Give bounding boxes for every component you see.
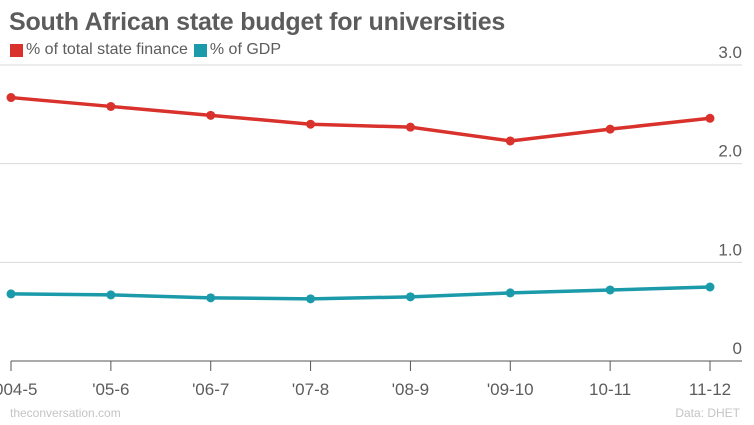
data-source: Data: DHET (675, 406, 740, 420)
source-credit: theconversation.com (10, 406, 121, 420)
data-point-gdp (6, 289, 16, 299)
series-line-total-state-finance (9, 95, 712, 143)
data-point-gdp (206, 293, 216, 303)
data-point-total-state-finance (306, 119, 316, 129)
x-tick-label: '08-9 (392, 380, 429, 399)
legend-item-gdp: % of GDP (193, 41, 282, 59)
data-point-total-state-finance (405, 122, 415, 132)
data-point-gdp (605, 285, 615, 295)
legend-item-total-state-finance: % of total state finance (10, 41, 188, 59)
legend-label-gdp: % of GDP (209, 41, 282, 58)
x-tick-label: 11-12 (689, 380, 731, 399)
data-point-total-state-finance (206, 110, 216, 120)
data-point-gdp (106, 290, 116, 300)
x-tick-label: 10-11 (589, 380, 631, 399)
chart-title: South African state budget for universit… (9, 8, 506, 36)
y-tick-label: 0 (733, 339, 742, 358)
y-tick-label: 3.0 (718, 43, 742, 62)
x-tick-label: 2004-5 (0, 380, 37, 399)
x-tick-label: '09-10 (487, 380, 534, 399)
series-line-gdp (9, 285, 712, 301)
data-point-total-state-finance (6, 93, 16, 103)
data-point-gdp (405, 292, 415, 302)
data-point-total-state-finance (106, 101, 116, 111)
legend-label-total-state-finance: % of total state finance (26, 41, 188, 58)
y-tick-label: 2.0 (718, 142, 742, 161)
legend-swatch-total-state-finance (10, 43, 23, 57)
data-point-gdp (505, 288, 515, 298)
legend-swatch-gdp (193, 43, 207, 57)
x-tick-label: '06-7 (192, 380, 229, 399)
legend: % of total state finance % of GDP (10, 41, 287, 59)
data-point-total-state-finance (505, 136, 515, 146)
y-tick-label: 1.0 (718, 240, 742, 259)
data-point-gdp (306, 294, 316, 304)
data-point-total-state-finance (705, 113, 715, 123)
x-tick-label: '07-8 (292, 380, 329, 399)
data-point-total-state-finance (605, 124, 615, 134)
data-point-gdp (705, 282, 715, 292)
x-tick-label: '05-6 (92, 380, 129, 399)
